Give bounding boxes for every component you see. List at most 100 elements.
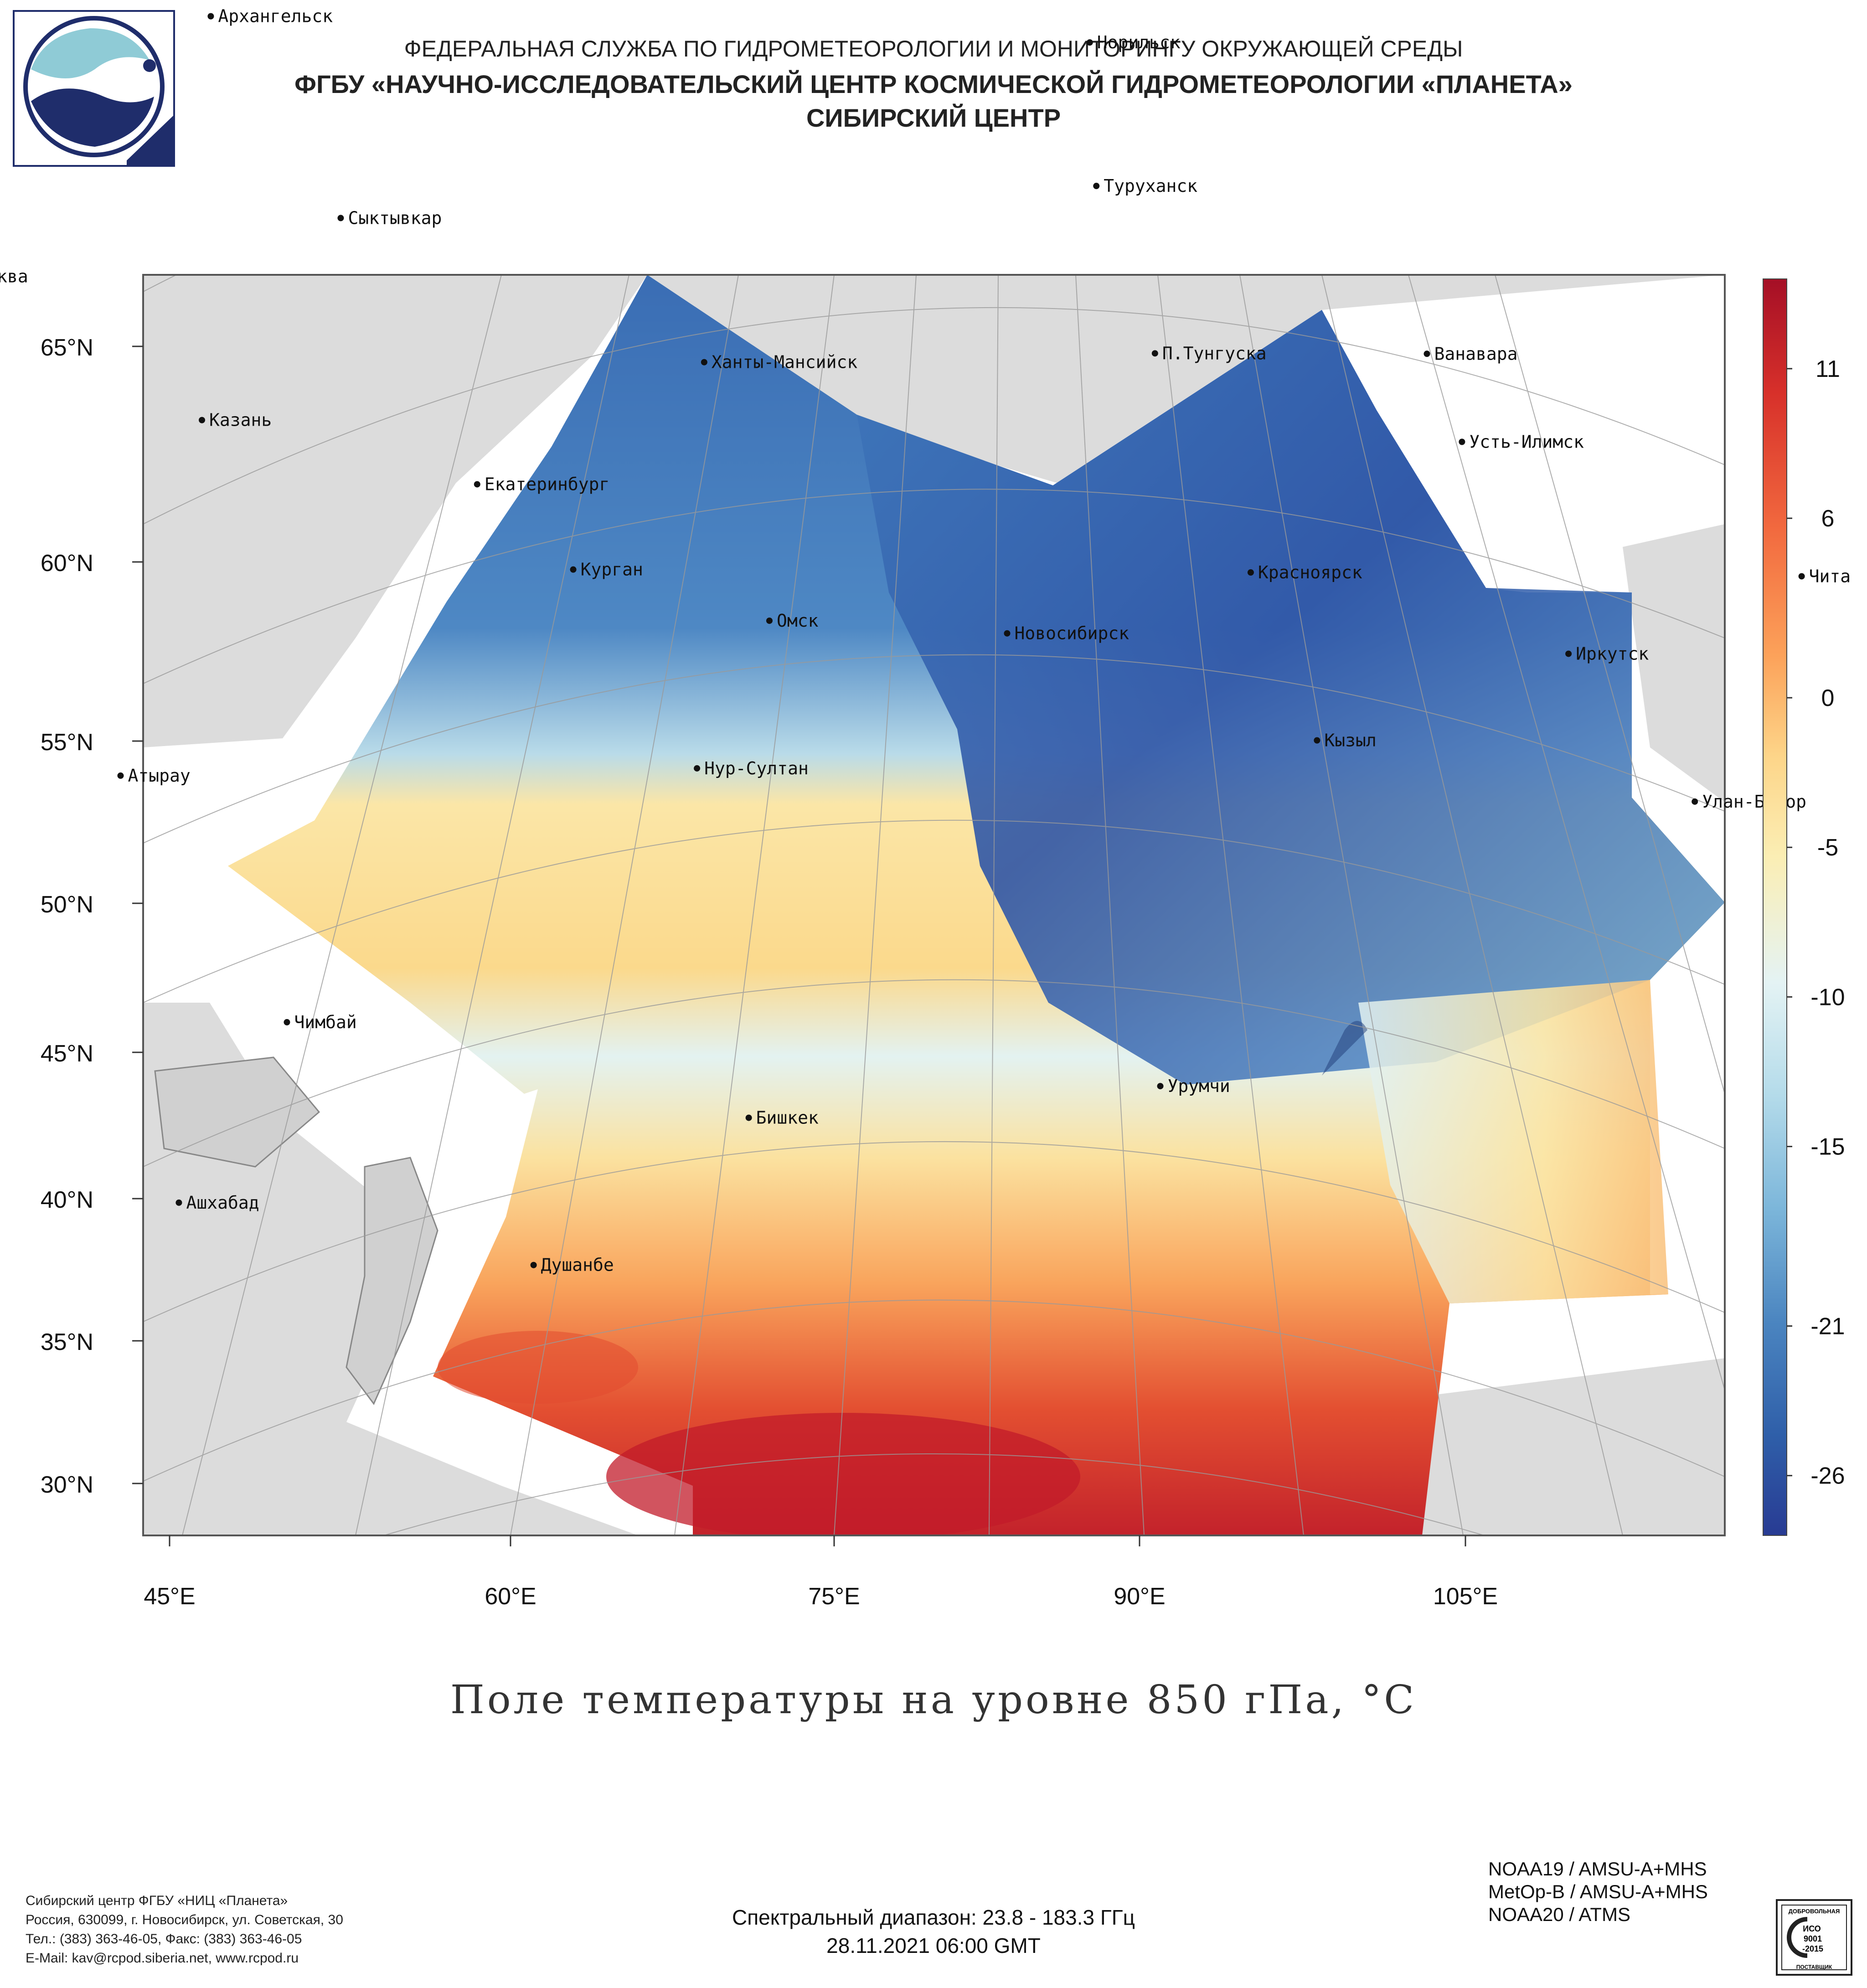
- city-label: Чимбай: [294, 1012, 357, 1032]
- colorbar-ticks: 11 6 0 -5 -10 -15 -21 -26: [1787, 356, 1845, 1489]
- city-dot: [1157, 1083, 1164, 1090]
- city-dot: [1247, 569, 1254, 576]
- lat-label: 55°N: [41, 729, 93, 756]
- city-label: Курган: [581, 560, 643, 580]
- lon-ticks: [169, 1535, 1466, 1546]
- city-marker: Нур-Султан: [694, 758, 809, 778]
- colorbar-tick-label: -21: [1810, 1313, 1845, 1340]
- city-label: Иркутск: [1576, 644, 1649, 664]
- colorbar: [1763, 278, 1787, 1536]
- lon-label: 105°E: [1433, 1583, 1498, 1610]
- city-layer: ДиксонХатангаСабеттаНорильскАрхангельскТ…: [0, 6, 1851, 1275]
- hot-core-turkmenistan: [438, 1331, 638, 1404]
- colorbar-tick-label: 0: [1821, 685, 1835, 711]
- city-marker: Улан-Батор: [1692, 792, 1806, 812]
- lat-label: 30°N: [41, 1472, 93, 1498]
- city-label: Ханты-Мансийск: [712, 352, 857, 372]
- city-dot: [766, 617, 773, 624]
- city-dot: [199, 417, 206, 423]
- city-marker: Туруханск: [1093, 176, 1197, 196]
- city-label: Ванавара: [1434, 344, 1517, 364]
- iso-text-2: 9001: [1804, 1934, 1822, 1943]
- city-marker: Норильск: [1086, 32, 1181, 52]
- footer-email: E-Mail: kav@rcpod.siberia.net, www.rcpod…: [26, 1951, 299, 1966]
- city-dot: [530, 1262, 537, 1268]
- city-label: Казань: [209, 410, 272, 430]
- city-label: П.Тунгуска: [1162, 343, 1267, 363]
- city-marker: Ханты-Мансийск: [701, 352, 857, 372]
- city-marker: Ванавара: [1423, 344, 1518, 364]
- map-caption: Поле температуры на уровне 850 гПа, °С: [450, 1677, 1417, 1723]
- lon-label: 60°E: [485, 1583, 536, 1610]
- city-dot: [1004, 630, 1011, 637]
- city-label: Норильск: [1097, 32, 1181, 52]
- iso-certificate-badge: ДОБРОВОЛЬНАЯ ИСО 9001 -2015 ПОСТАВЩИК: [1776, 1899, 1852, 1976]
- header-institute: ФГБУ «НАУЧНО-ИССЛЕДОВАТЕЛЬСКИЙ ЦЕНТР КОС…: [294, 70, 1573, 98]
- city-dot: [1086, 39, 1093, 46]
- colorbar-tick-label: -10: [1810, 984, 1845, 1010]
- city-marker: Новосибирск: [1004, 623, 1129, 644]
- satellite-item: NOAA19 / AMSU-A+MHS: [1488, 1858, 1707, 1880]
- lon-label: 45°E: [144, 1583, 195, 1610]
- city-label: Екатеринбург: [485, 474, 610, 494]
- footer-address: Россия, 630099, г. Новосибирск, ул. Сове…: [26, 1912, 343, 1927]
- footer-phone: Тел.: (383) 363-46-05, Факс: (383) 363-4…: [26, 1931, 302, 1947]
- lon-label: 75°E: [808, 1583, 860, 1610]
- lat-label: 35°N: [41, 1329, 93, 1355]
- city-label: Нур-Султан: [704, 758, 809, 778]
- city-label: Атырау: [128, 766, 191, 786]
- city-dot: [1423, 350, 1430, 357]
- city-label: Кызыл: [1324, 730, 1376, 750]
- lat-label: 50°N: [41, 891, 93, 918]
- mongolia-region: [1358, 980, 1668, 1303]
- city-marker: П.Тунгуска: [1151, 343, 1267, 363]
- satellite-list: NOAA19 / AMSU-A+MHS MetOp-B / AMSU-A+MHS…: [1488, 1858, 1708, 1926]
- city-marker: Иркутск: [1565, 644, 1649, 664]
- iso-bottom-text: ПОСТАВЩИК: [1796, 1964, 1832, 1970]
- city-label: Красноярск: [1258, 562, 1362, 582]
- city-label: Бишкек: [756, 1108, 819, 1128]
- china-land: [1422, 1358, 1725, 1535]
- hot-core-south: [606, 1413, 1080, 1535]
- city-dot: [175, 1199, 182, 1206]
- lon-labels: 45°E 60°E 75°E 90°E 105°E: [144, 1583, 1498, 1610]
- satellite-item: MetOp-B / AMSU-A+MHS: [1488, 1881, 1708, 1902]
- caspian-sea: [346, 1157, 438, 1405]
- city-marker: Ашхабад: [175, 1193, 259, 1213]
- city-label: Усть-Илимск: [1469, 432, 1584, 452]
- city-label: Улан-Батор: [1702, 792, 1806, 812]
- iso-top-text: ДОБРОВОЛЬНАЯ: [1789, 1908, 1840, 1915]
- city-dot: [474, 481, 480, 488]
- city-label: Архангельск: [218, 6, 333, 26]
- city-dot: [745, 1114, 752, 1121]
- city-dot: [1798, 573, 1805, 580]
- iso-text-1: ИСО: [1803, 1924, 1821, 1933]
- header-center: СИБИРСКИЙ ЦЕНТР: [806, 103, 1061, 132]
- city-marker: Бишкек: [745, 1108, 819, 1128]
- city-label: Ашхабад: [186, 1193, 259, 1213]
- colorbar-tick-label: -5: [1817, 834, 1838, 861]
- city-marker: Кызыл: [1314, 730, 1377, 750]
- city-label: Чита: [1809, 566, 1851, 586]
- city-marker: Сыктывкар: [337, 208, 442, 228]
- city-label: Урумчи: [1168, 1076, 1230, 1096]
- lat-label: 60°N: [41, 550, 93, 577]
- header-agency: ФЕДЕРАЛЬНАЯ СЛУЖБА ПО ГИДРОМЕТЕОРОЛОГИИ …: [404, 36, 1463, 62]
- city-marker: Душанбе: [530, 1255, 614, 1275]
- city-dot: [701, 359, 707, 366]
- black-sea: [154, 1056, 320, 1168]
- lat-ticks: [132, 345, 143, 1484]
- city-label: Москва: [0, 266, 28, 286]
- city-dot: [284, 1019, 290, 1025]
- city-dot: [207, 13, 214, 20]
- scandinavia-land: [143, 275, 647, 747]
- lat-label: 40°N: [41, 1187, 93, 1213]
- graticule: [143, 275, 1725, 1535]
- colorbar-tick-label: 11: [1815, 356, 1840, 382]
- city-marker: Чимбай: [284, 1012, 357, 1032]
- baikal-lake: [1322, 1021, 1367, 1076]
- city-label: Омск: [777, 611, 819, 631]
- city-marker: Чита: [1798, 566, 1851, 586]
- city-marker: Курган: [570, 560, 643, 580]
- city-dot: [1314, 737, 1320, 744]
